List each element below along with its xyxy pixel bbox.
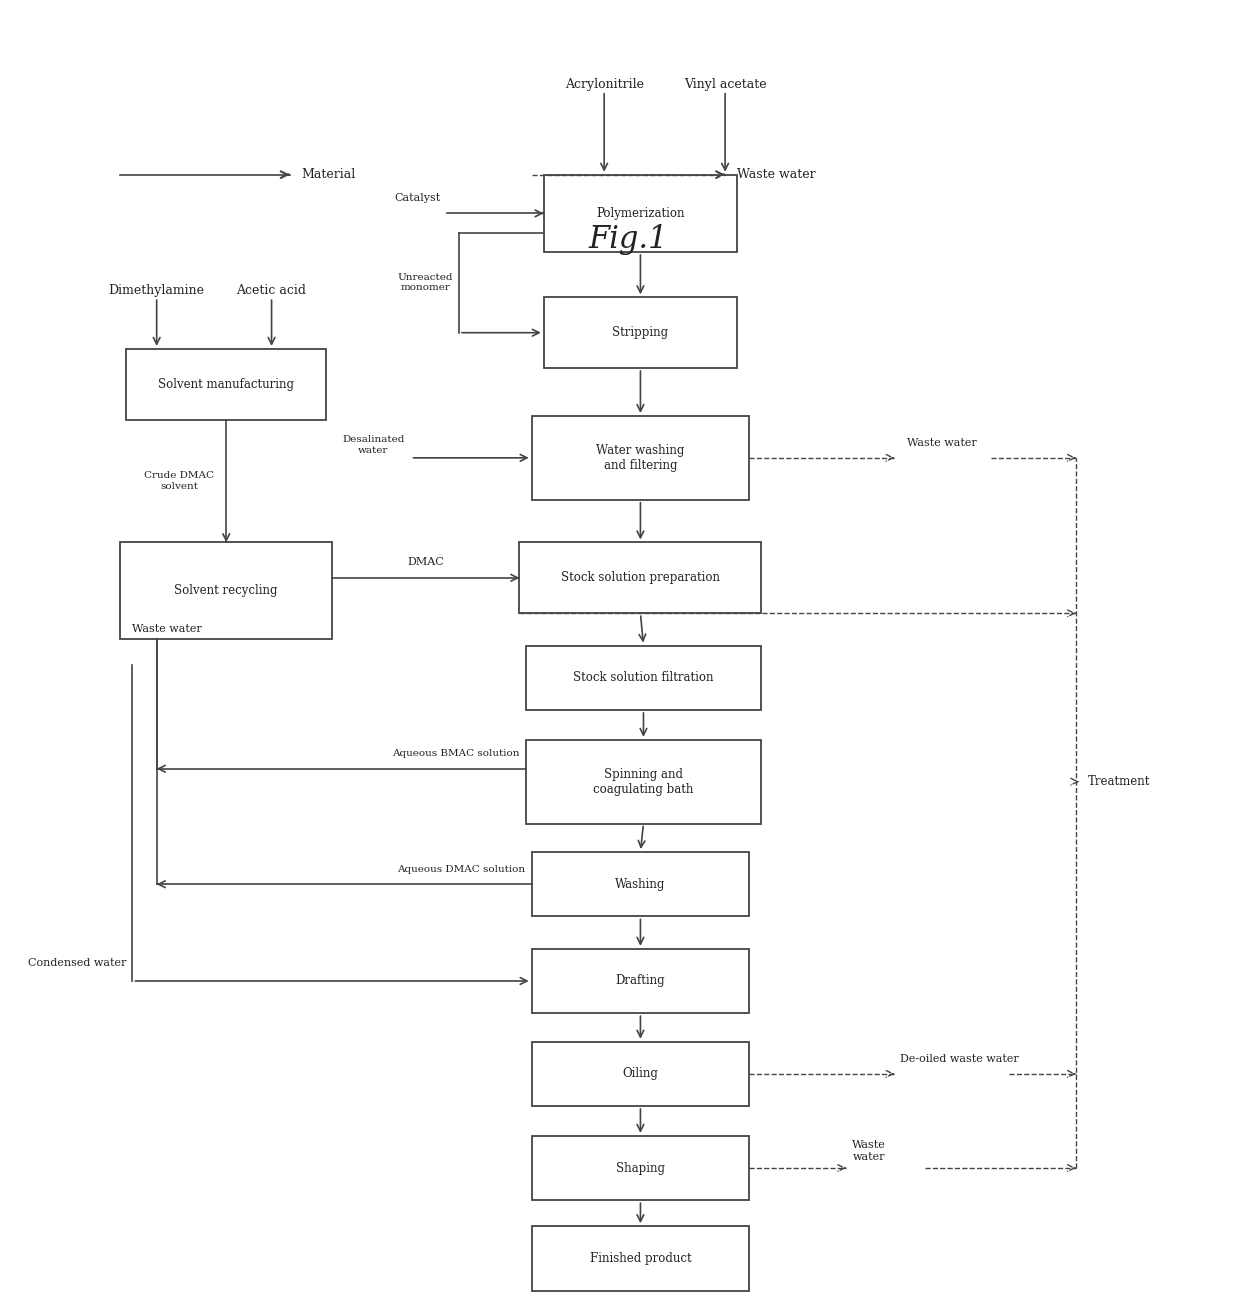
Text: Shaping: Shaping [616,1162,665,1175]
Text: Water washing
and filtering: Water washing and filtering [596,443,684,472]
Text: Stock solution filtration: Stock solution filtration [573,672,714,685]
Text: Aqueous BMAC solution: Aqueous BMAC solution [392,750,520,759]
Bar [520,542,761,613]
Text: De-oiled waste water: De-oiled waste water [900,1054,1019,1064]
Text: Waste water: Waste water [738,168,816,181]
Text: Washing: Washing [615,878,666,891]
Bar [532,852,749,917]
Text: Waste water: Waste water [906,438,976,447]
Bar [532,1226,749,1291]
Bar [532,1042,749,1106]
Text: Polymerization: Polymerization [596,207,684,220]
Bar [126,349,326,420]
Text: Acetic acid: Acetic acid [237,284,306,297]
Text: Oiling: Oiling [622,1068,658,1081]
Text: Drafting: Drafting [615,974,665,987]
Text: DMAC: DMAC [408,558,444,567]
Text: Dimethylamine: Dimethylamine [109,284,205,297]
Text: Solvent manufacturing: Solvent manufacturing [159,378,294,391]
Bar [532,949,749,1013]
Text: Desalinated
water: Desalinated water [342,436,404,455]
Bar [526,739,761,824]
Text: Crude DMAC
solvent: Crude DMAC solvent [144,471,215,490]
Bar [120,542,332,639]
Text: Catalyst: Catalyst [394,193,441,203]
Text: Finished product: Finished product [590,1252,691,1265]
Text: Acrylonitrile: Acrylonitrile [564,78,644,91]
Bar [543,297,738,368]
Bar [532,416,749,499]
Bar [543,175,738,252]
Text: Solvent recycling: Solvent recycling [175,584,278,597]
Text: Vinyl acetate: Vinyl acetate [683,78,766,91]
Bar [526,645,761,711]
Text: Treatment: Treatment [1087,775,1151,788]
Text: Waste
water: Waste water [852,1140,885,1162]
Text: Stripping: Stripping [613,326,668,339]
Text: Condensed water: Condensed water [29,958,126,968]
Text: Stock solution preparation: Stock solution preparation [560,571,720,584]
Text: Material: Material [301,168,356,181]
Text: Fig.1: Fig.1 [589,224,668,254]
Text: Spinning and
coagulating bath: Spinning and coagulating bath [593,768,693,795]
Text: Unreacted
monomer: Unreacted monomer [398,273,453,292]
Text: Waste water: Waste water [133,623,202,634]
Bar [532,1136,749,1200]
Text: Aqueous DMAC solution: Aqueous DMAC solution [397,865,526,874]
